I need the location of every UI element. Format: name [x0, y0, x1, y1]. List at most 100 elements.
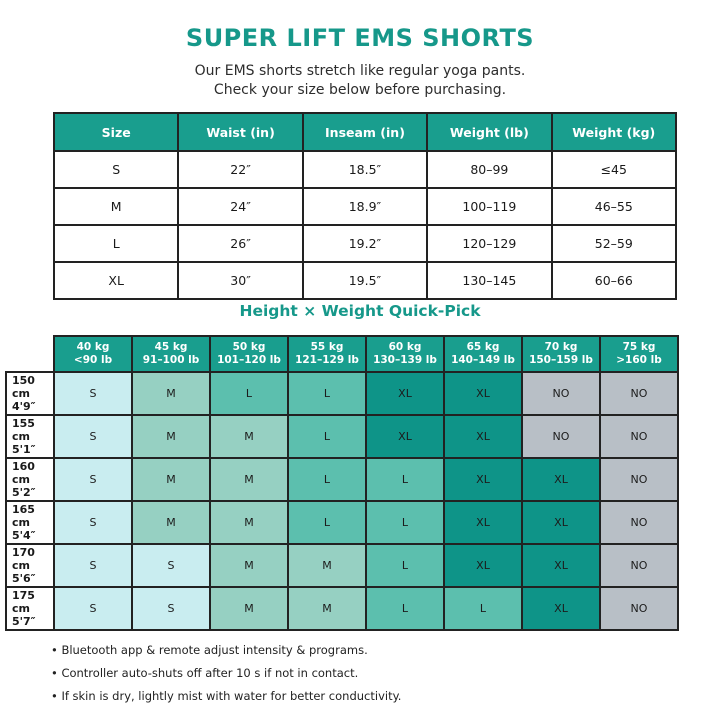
- quick-pick-cell: M: [131, 500, 211, 545]
- quick-pick-cell: S: [131, 543, 211, 588]
- size-col-header: Weight (kg): [550, 112, 678, 152]
- size-col-header: Weight (lb): [426, 112, 553, 152]
- size-cell: 80–99: [426, 150, 553, 189]
- quick-pick-cell: XL: [521, 500, 601, 545]
- quick-pick-row: 175 cm 5'7″ S S M M L L XL NO: [5, 586, 679, 631]
- quick-pick-cell: XL: [365, 371, 445, 416]
- quick-pick-row: 155 cm 5'1″ S M M L XL XL NO NO: [5, 414, 679, 459]
- quick-pick-col-header: 75 kg >160 lb: [599, 335, 679, 373]
- quick-pick-cell: M: [209, 414, 289, 459]
- quick-pick-cell: XL: [443, 414, 523, 459]
- size-cell: 18.9″: [301, 187, 429, 226]
- size-cell: 52–59: [550, 224, 678, 263]
- quick-pick-cell: L: [365, 543, 445, 588]
- quick-pick-cell: XL: [521, 457, 601, 502]
- quick-pick-cell: XL: [443, 543, 523, 588]
- quick-pick-cell: M: [209, 543, 289, 588]
- quick-pick-col-header: 55 kg 121–129 lb: [287, 335, 367, 373]
- size-cell: 19.2″: [301, 224, 429, 263]
- quick-pick-cell: S: [53, 371, 133, 416]
- quick-pick-row: 165 cm 5'4″ S M M L L XL XL NO: [5, 500, 679, 545]
- quick-pick-cell: NO: [599, 414, 679, 459]
- quick-pick-cell: L: [287, 457, 367, 502]
- quick-pick-cell: S: [53, 414, 133, 459]
- quick-pick-row: 170 cm 5'6″ S S M M L XL XL NO: [5, 543, 679, 588]
- size-cell: 22″: [177, 150, 304, 189]
- size-table-row: L 26″ 19.2″ 120–129 52–59: [52, 224, 678, 263]
- quick-pick-header-row: 40 kg <90 lb 45 kg 91–100 lb 50 kg 101–120…: [6, 335, 679, 373]
- size-cell: 130–145: [426, 261, 553, 300]
- quick-pick-cell: NO: [599, 586, 679, 631]
- size-cell: 100–119: [426, 187, 553, 226]
- quick-pick-header: 40 kg <90 lb 45 kg 91–100 lb 50 kg 101–120…: [6, 335, 679, 373]
- note-item: • Bluetooth app & remote adjust intensit…: [51, 643, 368, 657]
- quick-pick-cell: XL: [521, 586, 601, 631]
- subtitle-line-2: Check your size below before purchasing.: [213, 82, 507, 98]
- size-cell: 18.5″: [301, 150, 429, 189]
- quick-pick-cell: XL: [443, 371, 523, 416]
- size-cell: S: [52, 150, 180, 189]
- quick-pick-cell: M: [209, 586, 289, 631]
- quick-pick-cell: M: [131, 457, 211, 502]
- quick-pick-row-header: 165 cm 5'4″: [5, 500, 55, 545]
- size-cell: M: [52, 187, 180, 226]
- quick-pick-cell: S: [53, 500, 133, 545]
- quick-pick-row-header: 160 cm 5'2″: [5, 457, 55, 502]
- quick-pick-row: 150 cm 4'9″ S M L L XL XL NO NO: [5, 371, 679, 416]
- quick-pick-cell: M: [287, 586, 367, 631]
- quick-pick-col-header: 70 kg 150–159 lb: [521, 335, 601, 373]
- size-cell: L: [52, 224, 180, 263]
- size-table-body: S 22″ 18.5″ 80–99 ≤45 M 24″ 18.9″ 100–119 46–55 L 2…: [52, 150, 678, 300]
- size-table-header-row: Size Waist (in) Inseam (in) Weight (lb) Weig…: [52, 112, 678, 152]
- size-table-row: XL 30″ 19.5″ 130–145 60–66: [52, 261, 678, 300]
- quick-pick-cell: S: [131, 586, 211, 631]
- quick-pick-body: 150 cm 4'9″ S M L L XL XL NO NO 155 cm 5'1″ S M M L XL…: [5, 371, 679, 631]
- quick-pick-cell: NO: [599, 543, 679, 588]
- size-table-header: Size Waist (in) Inseam (in) Weight (lb) Weig…: [52, 112, 678, 152]
- quick-pick-cell: NO: [521, 414, 601, 459]
- page-title: SUPER LIFT EMS SHORTS: [185, 24, 535, 52]
- quick-pick-col-header: 40 kg <90 lb: [53, 335, 133, 373]
- size-cell: 26″: [177, 224, 304, 263]
- size-col-header: Waist (in): [177, 112, 304, 152]
- quick-pick-cell: XL: [443, 500, 523, 545]
- quick-pick-row-header: 150 cm 4'9″: [5, 371, 55, 416]
- quick-pick-row-header: 155 cm 5'1″: [5, 414, 55, 459]
- size-cell: ≤45: [550, 150, 678, 189]
- quick-pick-cell: L: [365, 500, 445, 545]
- quick-pick-cell: L: [443, 586, 523, 631]
- quick-pick-row-header: 175 cm 5'7″: [5, 586, 55, 631]
- quick-pick-cell: L: [287, 500, 367, 545]
- size-cell: 60–66: [550, 261, 678, 300]
- quick-pick-cell: XL: [365, 414, 445, 459]
- note-item: • If skin is dry, lightly mist with wate…: [51, 689, 402, 703]
- quick-pick-cell: M: [209, 457, 289, 502]
- page-subtitle: Our EMS shorts stretch like regular yoga…: [0, 62, 720, 100]
- quick-pick-table: 40 kg <90 lb 45 kg 91–100 lb 50 kg 101–120…: [5, 335, 679, 631]
- quick-pick-row: 160 cm 5'2″ S M M L L XL XL NO: [5, 457, 679, 502]
- size-col-header: Inseam (in): [301, 112, 429, 152]
- quick-pick-cell: L: [209, 371, 289, 416]
- size-cell: 30″: [177, 261, 304, 300]
- note-item: • Controller auto-shuts off after 10 s i…: [51, 666, 359, 680]
- size-table-row: M 24″ 18.9″ 100–119 46–55: [52, 187, 678, 226]
- size-cell: 24″: [177, 187, 304, 226]
- quick-pick-col-header: 60 kg 130–139 lb: [365, 335, 445, 373]
- quick-pick-cell: S: [53, 543, 133, 588]
- quick-pick-cell: S: [53, 457, 133, 502]
- quick-pick-cell: M: [131, 371, 211, 416]
- quick-pick-cell: L: [287, 414, 367, 459]
- size-cell: 46–55: [550, 187, 678, 226]
- size-cell: 120–129: [426, 224, 553, 263]
- size-cell: 19.5″: [301, 261, 429, 300]
- size-col-header: Size: [52, 112, 180, 152]
- quick-pick-cell: NO: [599, 371, 679, 416]
- quick-pick-cell: XL: [443, 457, 523, 502]
- quick-pick-cell: XL: [521, 543, 601, 588]
- quick-pick-cell: M: [287, 543, 367, 588]
- quick-pick-cell: L: [365, 586, 445, 631]
- size-cell: XL: [52, 261, 180, 300]
- quick-pick-title: Height × Weight Quick-Pick: [239, 302, 481, 320]
- notes-list: • Bluetooth app & remote adjust intensit…: [51, 643, 401, 710]
